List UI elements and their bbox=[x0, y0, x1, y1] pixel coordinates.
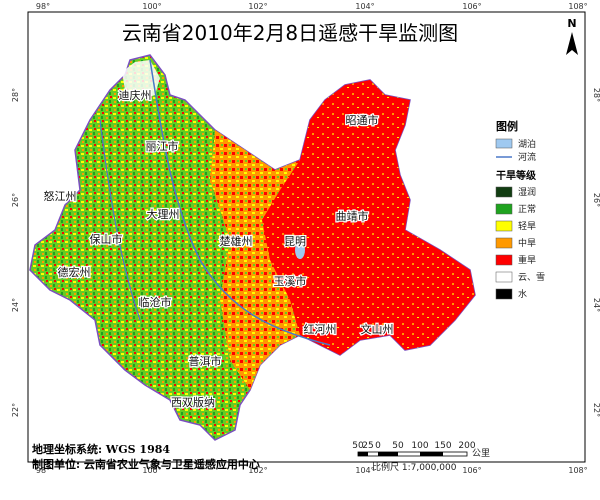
place-label: 保山市 bbox=[90, 232, 123, 246]
scale-tick: 25 bbox=[362, 441, 373, 451]
scale-bar: 50 25 0 50 100 150 200 公里 比例尺 1:7,000,00… bbox=[352, 441, 490, 473]
legend-swatch bbox=[495, 271, 513, 283]
lon-label: 106° bbox=[462, 466, 481, 475]
place-label: 楚雄州 bbox=[220, 234, 253, 248]
map-title: 云南省2010年2月8日遥感干旱监测图 bbox=[122, 21, 458, 45]
place-label: 昆明 bbox=[284, 235, 306, 248]
legend-swatch bbox=[495, 288, 513, 300]
river bbox=[99, 119, 141, 321]
lon-label: 106° bbox=[462, 2, 481, 11]
lon-label: 100° bbox=[142, 466, 161, 475]
lon-label: 100° bbox=[142, 2, 161, 11]
place-label: 普洱市 bbox=[189, 354, 222, 368]
lon-label: 108° bbox=[568, 466, 587, 475]
lat-label: 22° bbox=[11, 403, 20, 417]
lat-label: 26° bbox=[592, 193, 600, 207]
footer-note: 制图单位: 云南省农业气象与卫星遥感应用中心 bbox=[32, 457, 260, 471]
legend-label: 河流 bbox=[518, 151, 536, 163]
legend-label: 水 bbox=[518, 288, 527, 300]
place-label: 曲靖市 bbox=[336, 209, 369, 223]
legend-label: 重旱 bbox=[518, 254, 536, 266]
snow-zone bbox=[122, 60, 160, 100]
lon-label: 102° bbox=[248, 2, 267, 11]
scale-bar-outline bbox=[357, 451, 468, 457]
river bbox=[149, 59, 331, 346]
scale-tick: 100 bbox=[411, 441, 428, 451]
scale-bar-segment bbox=[378, 452, 398, 456]
place-label: 怒江州 bbox=[44, 189, 77, 203]
lat-label: 24° bbox=[592, 298, 600, 312]
severe-drought-zone bbox=[262, 80, 475, 355]
legend-label: 湖泊 bbox=[518, 139, 536, 150]
lon-label: 104° bbox=[355, 2, 374, 11]
legend-swatch bbox=[495, 138, 513, 149]
place-label: 临沧市 bbox=[139, 295, 172, 309]
place-label: 玉溪市 bbox=[274, 274, 307, 288]
lat-label: 22° bbox=[592, 403, 600, 417]
lon-label: 108° bbox=[568, 2, 587, 11]
lon-label: 104° bbox=[355, 466, 374, 475]
legend-label: 正常 bbox=[518, 203, 536, 215]
place-label: 德宏州 bbox=[58, 265, 91, 279]
scale-bar-segment bbox=[358, 452, 368, 456]
legend-swatch bbox=[495, 186, 513, 198]
place-label: 西双版纳 bbox=[171, 395, 215, 409]
place-label: 文山州 bbox=[361, 322, 394, 336]
lat-label: 28° bbox=[592, 88, 600, 102]
scale-tick: 50 bbox=[392, 441, 404, 451]
footer-note: 地理坐标系统: WGS 1984 bbox=[32, 442, 170, 456]
scale-bar-segment bbox=[420, 452, 443, 456]
north-label: N bbox=[567, 17, 576, 30]
place-label: 迪庆州 bbox=[119, 88, 152, 102]
lat-label: 24° bbox=[11, 298, 20, 312]
place-label: 昭通市 bbox=[346, 113, 379, 127]
place-label: 大理州 bbox=[147, 207, 180, 221]
scale-tick: 200 bbox=[458, 441, 475, 451]
legend-swatch bbox=[495, 203, 513, 215]
legend-swatch bbox=[495, 254, 513, 266]
scale-tick: 50 bbox=[352, 441, 364, 451]
scale-unit: 公里 bbox=[472, 448, 490, 459]
legend-label: 轻旱 bbox=[518, 220, 536, 232]
legend-subtitle: 干旱等级 bbox=[496, 169, 537, 182]
lat-label: 26° bbox=[11, 193, 20, 207]
scale-tick: 150 bbox=[434, 441, 451, 451]
legend-label: 湿润 bbox=[518, 186, 536, 198]
place-label: 红河州 bbox=[304, 323, 337, 336]
legend-title: 图例 bbox=[496, 119, 518, 133]
north-arrow-shape bbox=[566, 32, 578, 55]
legend-swatch bbox=[495, 237, 513, 249]
legend-swatch bbox=[495, 220, 513, 232]
legend-label: 中旱 bbox=[518, 237, 536, 249]
lat-label: 28° bbox=[11, 88, 20, 102]
lon-label: 102° bbox=[248, 466, 267, 475]
scale-tick: 0 bbox=[375, 441, 381, 451]
legend-label: 云、雪 bbox=[518, 272, 545, 283]
lon-label: 98° bbox=[36, 2, 50, 11]
north-arrow: N bbox=[566, 17, 578, 55]
lake bbox=[295, 241, 305, 259]
lon-label: 98° bbox=[36, 466, 50, 475]
place-label: 丽江市 bbox=[146, 139, 179, 153]
scale-ratio: 比例尺 1:7,000,000 bbox=[372, 461, 457, 473]
